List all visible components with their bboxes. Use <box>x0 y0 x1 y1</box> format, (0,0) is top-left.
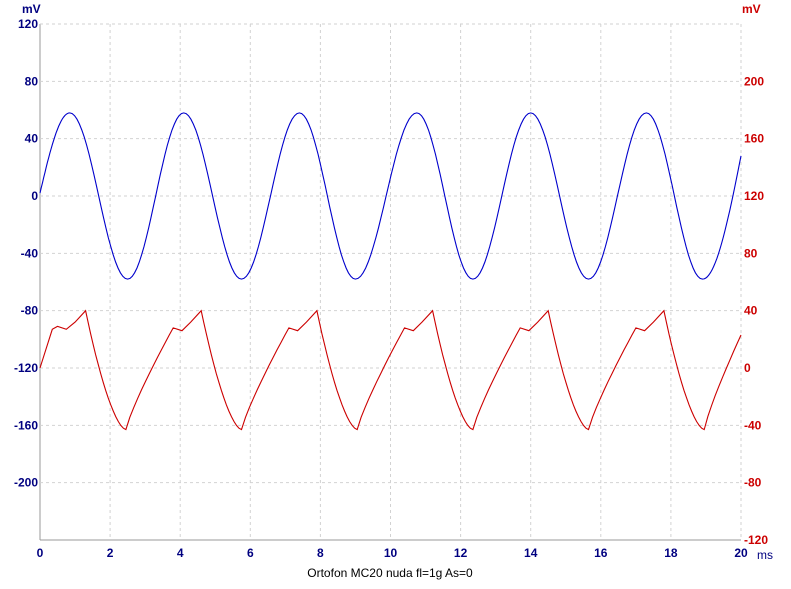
left-tick-label: 0 <box>31 189 38 203</box>
left-tick-label: -160 <box>14 418 38 432</box>
right-tick-label: -40 <box>744 418 762 432</box>
left-tick-label: -120 <box>14 361 38 375</box>
x-axis: ms 0 2 4 6 8 10 12 14 16 18 20 <box>37 546 773 562</box>
x-tick-label: 12 <box>454 546 468 560</box>
right-tick-label: 160 <box>744 132 764 146</box>
left-axis-unit-label: mV <box>22 2 41 16</box>
left-tick-label: 40 <box>25 132 39 146</box>
x-tick-label: 2 <box>107 546 114 560</box>
right-axis: mV 200 160 120 80 40 0 -40 -80 -120 <box>742 2 768 547</box>
left-tick-label: 80 <box>25 74 39 88</box>
series-line-blue <box>39 112 742 280</box>
chart-title: Ortofon MC20 nuda fl=1g As=0 <box>307 566 473 580</box>
right-tick-label: 40 <box>744 304 758 318</box>
x-tick-label: 8 <box>317 546 324 560</box>
right-tick-label: 200 <box>744 74 764 88</box>
left-tick-label: 120 <box>18 17 38 31</box>
x-tick-label: 14 <box>524 546 538 560</box>
series-line-red <box>39 309 742 431</box>
x-tick-label: 6 <box>247 546 254 560</box>
x-tick-label: 10 <box>384 546 398 560</box>
x-tick-label: 0 <box>37 546 44 560</box>
right-tick-label: -80 <box>744 476 762 490</box>
x-tick-label: 20 <box>734 546 748 560</box>
x-axis-unit-label: ms <box>757 548 773 562</box>
left-tick-label: -200 <box>14 476 38 490</box>
right-tick-label: 120 <box>744 189 764 203</box>
series-group <box>39 112 742 431</box>
grid <box>39 23 742 541</box>
right-tick-label: 0 <box>744 361 751 375</box>
right-tick-label: -120 <box>744 533 768 547</box>
left-axis: mV 120 80 40 0 -40 -80 -120 -160 -200 <box>14 2 41 490</box>
x-tick-label: 4 <box>177 546 184 560</box>
right-tick-label: 80 <box>744 246 758 260</box>
right-axis-unit-label: mV <box>742 2 761 16</box>
x-tick-label: 18 <box>664 546 678 560</box>
left-tick-label: -80 <box>21 304 39 318</box>
x-tick-label: 16 <box>594 546 608 560</box>
left-tick-label: -40 <box>21 246 39 260</box>
